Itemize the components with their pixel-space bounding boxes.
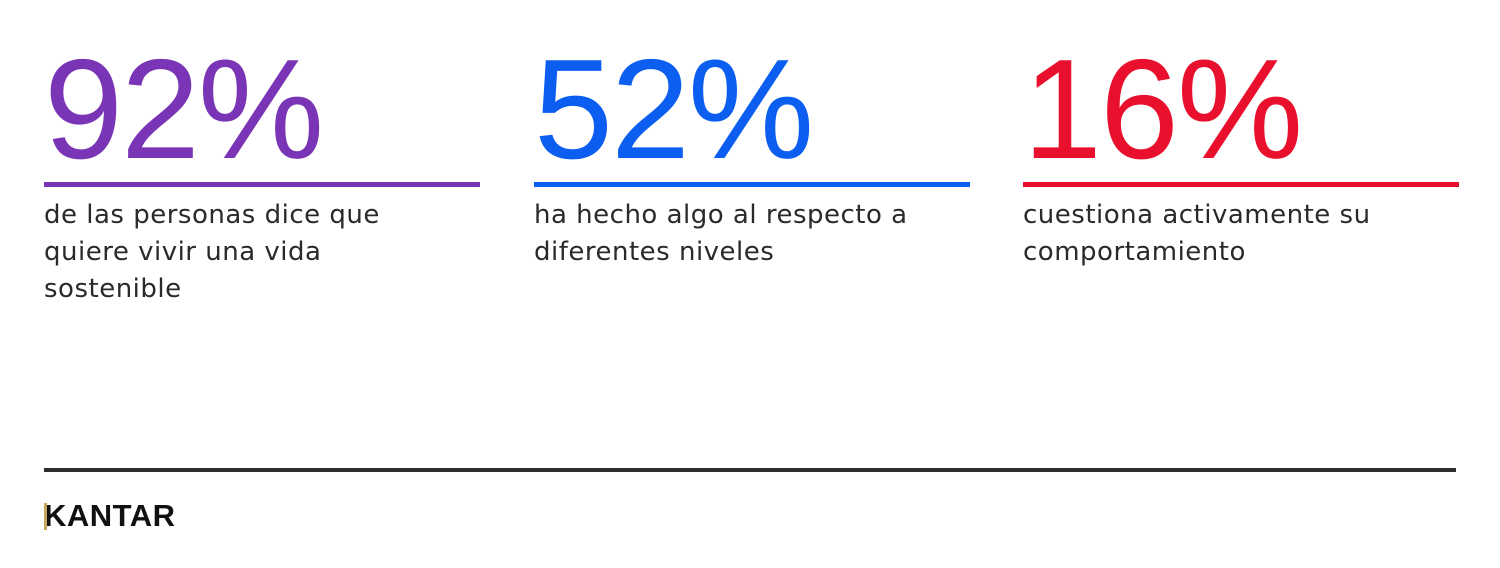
- stat-value: 52%: [534, 30, 814, 189]
- stat-value: 16%: [1023, 30, 1303, 189]
- stat-value: 92%: [44, 30, 324, 189]
- description-line: de las personas dice que: [44, 200, 380, 230]
- description-line: ha hecho algo al respecto a: [534, 200, 908, 230]
- description-line: cuestiona activamente su: [1023, 200, 1371, 230]
- stat-description: ha hecho algo al respecto a diferentes ni…: [534, 197, 970, 271]
- footer-rule: [44, 468, 1456, 472]
- description-line: sostenible: [44, 274, 182, 304]
- brand-logo: KANTAR: [44, 498, 176, 533]
- stat-underline: [534, 182, 970, 187]
- stat-description: de las personas dice que quiere vivir una…: [44, 197, 480, 308]
- stat-underline: [1023, 182, 1459, 187]
- description-line: comportamiento: [1023, 237, 1246, 267]
- description-line: quiere vivir una vida: [44, 237, 322, 267]
- description-line: diferentes niveles: [534, 237, 775, 267]
- stat-card: 52% ha hecho algo al respecto a diferentes…: [534, 30, 970, 271]
- stat-card: 92% de las personas dice que quiere vivir …: [44, 30, 480, 308]
- stat-card: 16% cuestiona activamente su comportamient…: [1023, 30, 1459, 271]
- stat-description: cuestiona activamente su comportamiento: [1023, 197, 1459, 271]
- stat-underline: [44, 182, 480, 187]
